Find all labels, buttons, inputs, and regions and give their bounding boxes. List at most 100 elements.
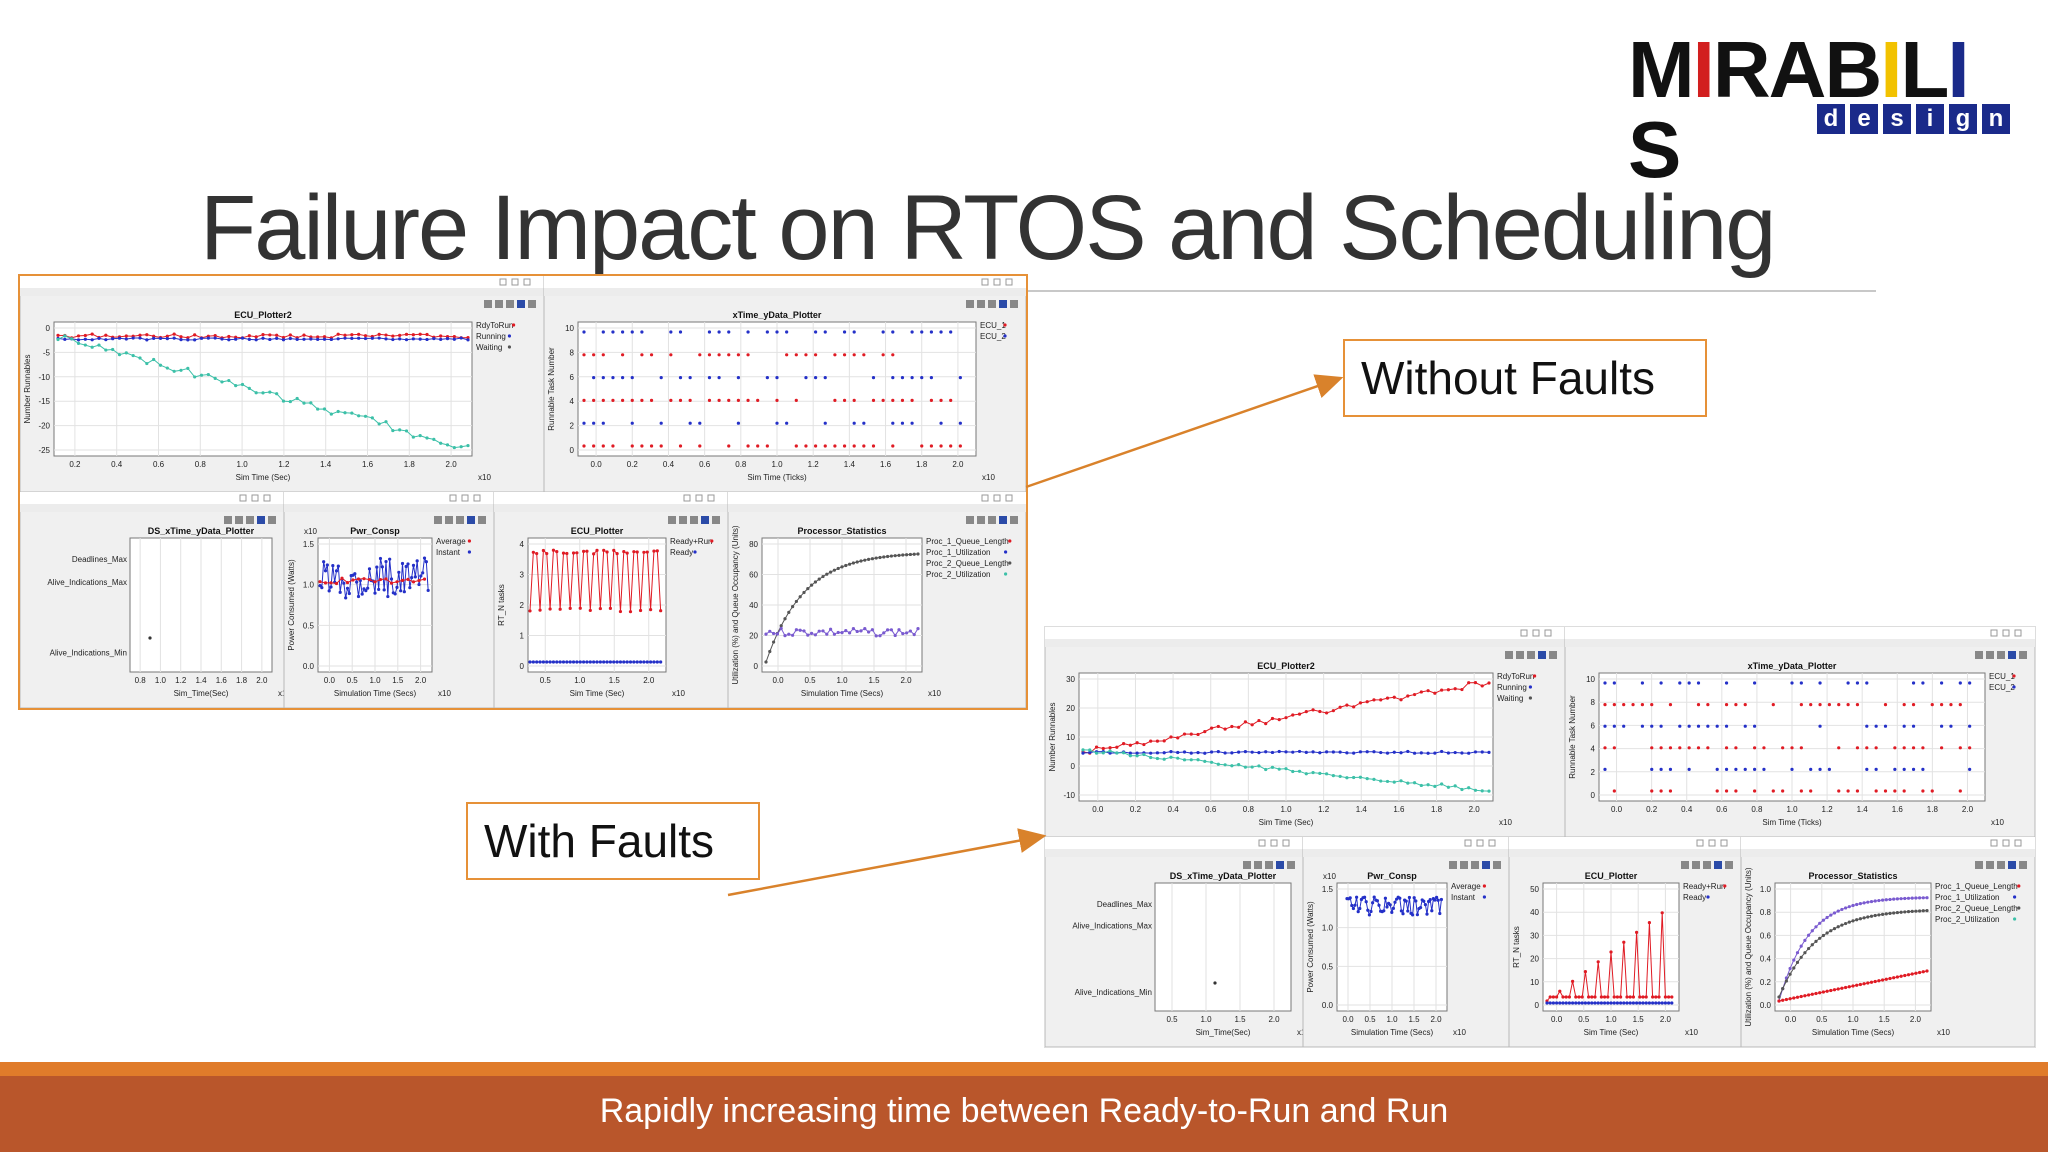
series-ready-run-point (1644, 995, 1648, 999)
x-tick-label: 1.5 (392, 676, 404, 685)
series-waiting-point (1155, 756, 1160, 761)
series-proc-1-utilization-point (1821, 933, 1825, 938)
x-tick-label: 0.0 (591, 460, 603, 469)
series-ready-point (615, 660, 619, 664)
series-ecu-1-point (1734, 767, 1738, 771)
y-tick-label: 20 (1530, 955, 1539, 964)
series-waiting-point (459, 445, 463, 449)
series-instant-point (389, 577, 394, 581)
series-instant-point (329, 585, 333, 589)
series-proc-2-utilization-point (851, 626, 856, 631)
y-tick-label: 40 (1530, 908, 1539, 917)
x-tick-label: 1.5 (1234, 1015, 1246, 1024)
legend-marker (1008, 539, 1012, 543)
series-ecu-2-point (1762, 746, 1766, 750)
series-ready-run-point (1574, 995, 1578, 999)
series-running-point (370, 336, 374, 340)
series-proc-2-utilization-point (817, 629, 821, 633)
series-ecu-1-point (1696, 724, 1701, 728)
series-ecu-1-point (1743, 724, 1747, 728)
series-ready-run-point (1577, 995, 1581, 999)
legend-entry: Proc_2_Queue_Length (926, 559, 1009, 568)
x-tick-label: 1.4 (1857, 805, 1869, 814)
series-ecu-2-point (1668, 746, 1673, 750)
series-ready-run-point (638, 608, 643, 613)
series-ecu-2-point (1940, 703, 1944, 707)
series-ecu-2-point (842, 353, 847, 357)
series-ecu-2-point (649, 398, 654, 402)
series-ready-run-point (1583, 970, 1587, 974)
close-icon (2014, 839, 2022, 847)
x-tick-label: 0.8 (735, 460, 747, 469)
series-rdytorun-point (1243, 720, 1247, 724)
legend-entry: Running (1497, 683, 1527, 692)
series-ecu-1-point (601, 421, 605, 425)
series-ready-run-point (538, 608, 542, 612)
series-rdytorun-point (288, 333, 292, 337)
series-ecu-2-point (1818, 703, 1822, 707)
x-tick-label: 2.0 (1430, 1015, 1442, 1024)
series-ecu-1-point (1874, 724, 1878, 728)
series-waiting-point (302, 401, 306, 405)
minimize-icon (981, 278, 989, 286)
toolbar-icon (1527, 651, 1535, 659)
series-waiting-point (439, 441, 443, 445)
series-ready-run-point (602, 548, 606, 552)
maximize-icon (695, 494, 703, 502)
series-waiting-point (1419, 783, 1423, 788)
x-tick-label: 2.0 (1962, 805, 1974, 814)
y-tick-label: 0 (570, 446, 575, 455)
series-ecu-2-point (678, 398, 683, 402)
series-instant-point (380, 565, 384, 569)
series-running-point (350, 336, 354, 340)
series-running-point (1473, 750, 1478, 754)
series-ready-run-point (1558, 989, 1562, 993)
series-instant-point (1372, 895, 1376, 899)
series-proc-1-queue-length-point (1810, 929, 1814, 933)
series-running-point (302, 337, 306, 341)
series-ready-run-point (1663, 995, 1667, 999)
series-ecu-1-point (1940, 681, 1944, 685)
toolbar-icon (235, 516, 243, 524)
series-ecu-1-point (592, 376, 596, 380)
y-axis-label: Number Runnables (1048, 703, 1057, 772)
close-icon (1488, 839, 1496, 847)
series-instant-point (421, 571, 425, 575)
x-tick-label: 0.4 (1168, 805, 1180, 814)
series-ecu-1-point (929, 376, 934, 380)
series-running-point (1358, 750, 1363, 754)
series-ready-point (632, 660, 636, 664)
series-waiting-point (1216, 762, 1220, 766)
series-waiting-point (1182, 758, 1187, 762)
series-ecu-2-point (1827, 703, 1831, 707)
series-rdytorun-point (404, 332, 409, 336)
series-ecu-2-point (640, 444, 644, 448)
series-ready-point (652, 660, 656, 664)
x-tick-label: 1.5 (1633, 1015, 1645, 1024)
series-ecu-1-point (611, 376, 615, 380)
series-average-point (378, 577, 383, 582)
y-tick-label: 0.6 (1760, 931, 1772, 940)
series-ready-point (575, 660, 579, 664)
series-proc-2-queue-length-point (1810, 992, 1814, 996)
series-rdytorun-point (1155, 739, 1160, 743)
x-axis-label: Sim_Time(Sec) (1196, 1028, 1251, 1037)
y-tick-label: 20 (749, 632, 758, 641)
window-titlebar (728, 492, 1026, 504)
series-proc-1-utilization-point (806, 587, 810, 591)
series-running-point (240, 336, 245, 340)
y-tick-label: 0.8 (1760, 908, 1772, 917)
series-running-point (104, 338, 108, 342)
series-rdytorun-point (1392, 695, 1396, 699)
series-proc-2-queue-length-point (1866, 981, 1870, 985)
series-ecu-2-point (1715, 789, 1719, 793)
x-tick-label: 1.8 (1431, 805, 1443, 814)
series-running-point (1467, 751, 1471, 755)
series-ecu-1-point (852, 421, 856, 425)
y-tick-label: -5 (43, 348, 51, 357)
series-waiting-point (1237, 763, 1241, 767)
legend-marker (2013, 917, 2017, 921)
series-waiting-point (1081, 748, 1085, 752)
series-proc-2-queue-length-point (1873, 979, 1877, 984)
